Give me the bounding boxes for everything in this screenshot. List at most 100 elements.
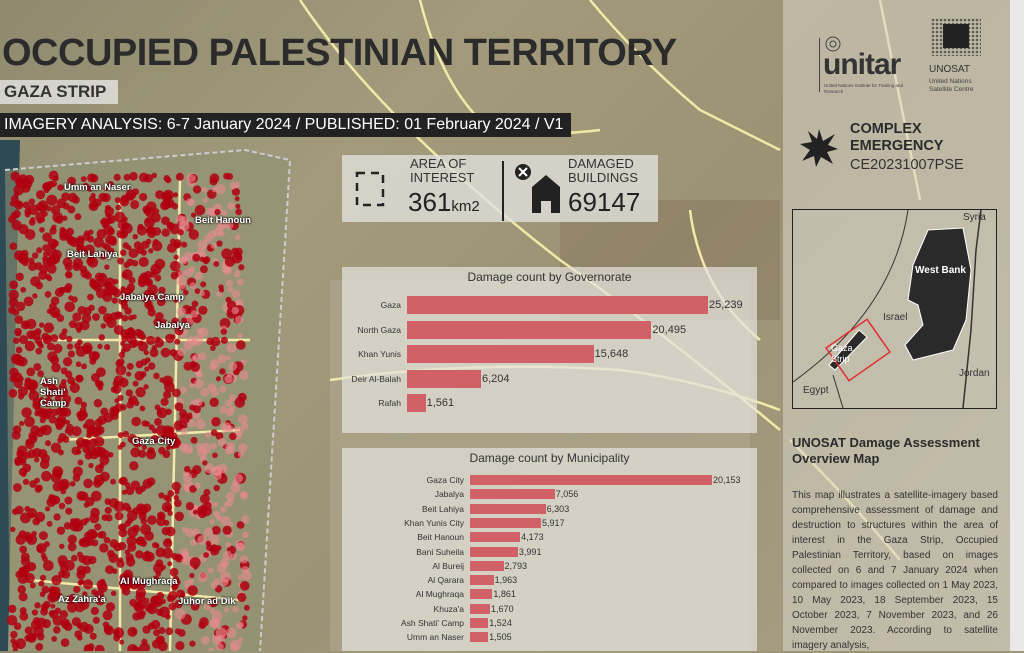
damage-point [89, 632, 97, 640]
damage-point [138, 274, 149, 285]
damage-point [82, 445, 90, 454]
damage-point [188, 229, 199, 240]
damage-point [216, 223, 225, 231]
damage-point [135, 587, 146, 598]
damage-point [176, 589, 185, 599]
damage-point [174, 326, 184, 336]
damage-point [19, 545, 28, 554]
damage-point [136, 536, 146, 546]
damage-point [216, 515, 222, 521]
bar-category-label: Umm an Naser [406, 632, 464, 643]
bar-value-label: 1,561 [426, 397, 455, 409]
damage-point [181, 241, 188, 248]
damage-point [23, 296, 34, 307]
damage-point [165, 333, 175, 344]
damage-point [28, 261, 38, 271]
damage-point [90, 373, 100, 382]
damage-point [176, 307, 186, 317]
damage-point [209, 519, 215, 525]
damage-point [151, 542, 159, 549]
damage-point [144, 357, 151, 363]
damage-point [211, 416, 221, 427]
map-label: Jabalya [155, 320, 190, 331]
damage-point [42, 232, 52, 242]
damage-point [107, 227, 115, 236]
damage-point [113, 501, 125, 512]
damage-point [126, 517, 133, 525]
damage-point [81, 555, 93, 566]
damage-point [85, 496, 95, 507]
damage-point [197, 505, 207, 516]
inset-label: Egypt [803, 385, 829, 396]
damage-point [190, 310, 199, 318]
damage-point [51, 362, 61, 373]
damage-point [160, 397, 169, 406]
damage-point [189, 539, 197, 547]
damage-point [174, 599, 183, 609]
damage-point [100, 219, 106, 225]
bar-category-label: Beit Lahiya [421, 503, 464, 514]
damage-point [29, 582, 36, 589]
damage-point [64, 496, 73, 505]
damage-point [141, 295, 149, 302]
damage-point [125, 557, 136, 567]
damage-point [124, 307, 132, 315]
damage-point [177, 229, 184, 236]
damage-point [95, 425, 105, 435]
damage-point [8, 388, 18, 398]
damage-point [188, 578, 194, 585]
damage-point [31, 530, 37, 537]
damage-point [18, 467, 28, 477]
damage-point [171, 552, 179, 560]
damage-point [198, 327, 209, 338]
damage-point [139, 405, 146, 412]
bar [470, 489, 555, 500]
damage-point [189, 382, 195, 389]
damage-point [100, 407, 109, 416]
damage-point [97, 582, 108, 593]
damage-point [67, 602, 78, 613]
damage-point [46, 520, 53, 527]
damage-point [239, 491, 249, 500]
damage-point [134, 370, 145, 381]
damage-point [39, 226, 45, 233]
damage-point [197, 239, 208, 250]
damage-point [200, 635, 210, 645]
damage-point [86, 528, 98, 540]
damage-point [151, 639, 161, 649]
damage-point [126, 535, 137, 547]
map-label: Az Zahra'a [58, 594, 106, 605]
damage-point [67, 192, 78, 203]
damage-point [135, 550, 144, 559]
damage-point [114, 211, 126, 223]
damage-point [222, 525, 232, 535]
damage-point [185, 528, 195, 538]
damage-point [21, 407, 32, 418]
damage-point [71, 554, 78, 562]
damage-point [167, 595, 173, 601]
bar-category-label: North Gaza [357, 324, 401, 335]
damage-point [46, 194, 58, 206]
damage-point [208, 534, 220, 546]
damage-point [214, 208, 221, 216]
damage-point [159, 377, 165, 383]
damage-point [97, 343, 103, 350]
unitar-subtitle: United Nations Institute for Training an… [824, 83, 904, 94]
damage-point [187, 585, 198, 596]
damage-point [20, 552, 30, 562]
damage-point [126, 371, 132, 377]
damage-point [51, 254, 61, 264]
damage-point [52, 615, 63, 626]
damage-point [93, 399, 103, 408]
damage-point [138, 512, 147, 521]
damage-point [94, 644, 105, 651]
damage-point [199, 256, 205, 262]
damage-point [87, 643, 95, 650]
damage-point [132, 436, 143, 448]
damage-point [82, 342, 93, 354]
damage-point [104, 498, 112, 505]
damage-point [55, 423, 63, 431]
damage-point [174, 511, 185, 522]
damage-point [191, 355, 198, 362]
damage-point [229, 181, 238, 190]
